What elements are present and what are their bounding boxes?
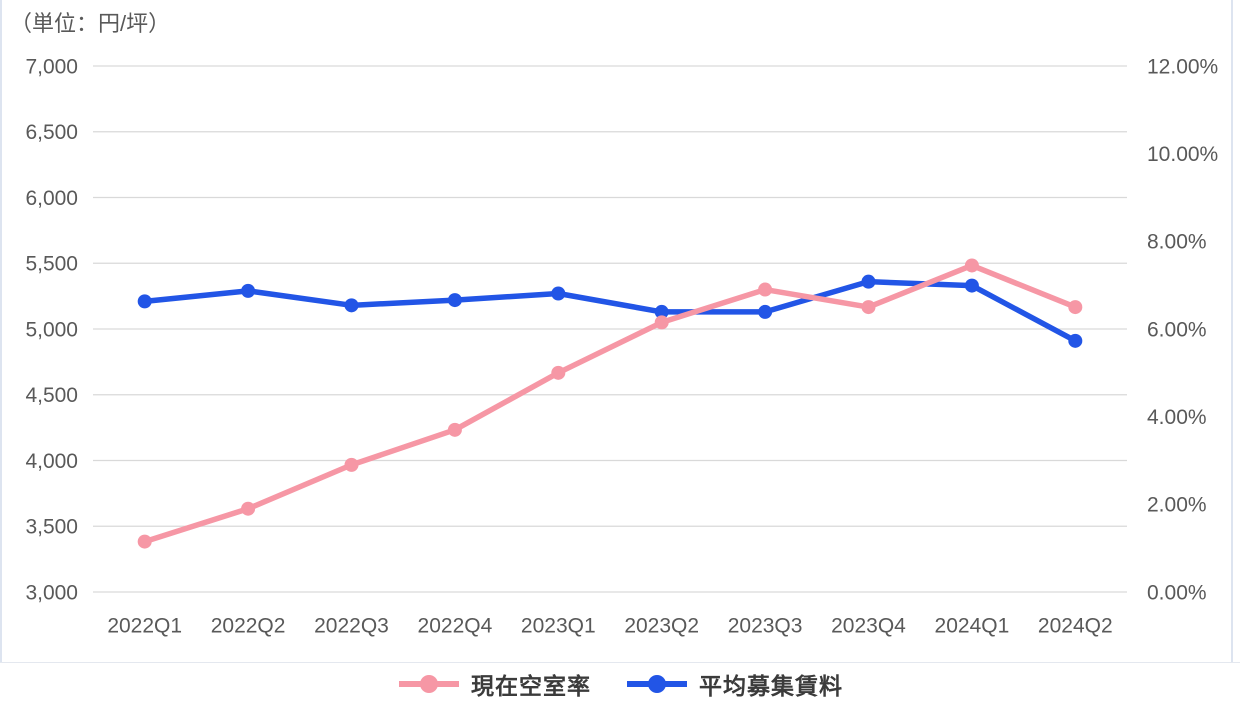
gridlines: 7,000 6,500 6,000 5,500 5,000 4,500 4,000 3,500… [25,55,1218,604]
left-axis-tick-label: 5,500 [25,253,78,276]
x-axis-tick-label: 2023Q4 [831,614,906,637]
legend-item-vacancy-rate: 現在空室率 [397,667,591,701]
x-axis-tick-label: 2023Q2 [624,614,699,637]
page-border-left [0,0,2,663]
left-axis-tick-label: 3,000 [25,581,78,604]
right-axis-tick-label: 0.00% [1147,581,1207,604]
legend-dot [648,675,666,693]
data-point [551,286,566,301]
series-line [141,262,1079,545]
x-axis-tick-label: 2022Q2 [211,614,286,637]
data-point [964,258,979,273]
data-point [1068,333,1083,348]
legend-item-average-asking-rent: 平均募集賃料 [625,667,843,701]
data-point [551,365,566,380]
legend-label-average-asking-rent: 平均募集賃料 [699,673,843,699]
chart-legend: 現在空室率 平均募集賃料 [0,664,1240,704]
x-axis-tick-label: 2023Q3 [728,614,803,637]
right-axis-tick-label: 2.00% [1147,494,1207,517]
data-point [137,294,152,309]
legend-label-vacancy-rate: 現在空室率 [471,673,591,699]
right-axis-tick-label: 6.00% [1147,318,1207,341]
data-point [654,315,669,330]
left-axis-tick-label: 3,500 [25,516,78,539]
data-point [758,282,773,297]
data-point [447,422,462,437]
left-axis-tick-label: 7,000 [25,55,78,78]
data-point [861,300,876,315]
series-vacancy-rate [137,258,1083,549]
right-axis-tick-label: 8.00% [1147,231,1207,254]
x-axis-tick-label: 2022Q1 [107,614,182,637]
series-line [141,278,1079,344]
data-point [654,304,669,319]
data-point [344,457,359,472]
x-axis-labels: 2022Q1 2022Q2 2022Q3 2022Q4 2023Q1 2023Q2 2023… [107,614,1112,637]
left-axis-tick-label: 5,000 [25,318,78,341]
left-axis-tick-label: 6,000 [25,187,78,210]
data-point [1068,300,1083,315]
page-border-right [1231,0,1233,663]
x-axis-tick-label: 2022Q3 [314,614,389,637]
data-point [861,274,876,289]
left-axis-tick-label: 4,500 [25,384,78,407]
data-point [758,304,773,319]
right-axis-tick-label: 4.00% [1147,406,1207,429]
legend-dot [420,675,438,693]
x-axis-tick-label: 2023Q1 [521,614,596,637]
axis-unit-label: （単位：円/坪） [10,11,171,36]
series-average-asking-rent [137,274,1083,348]
x-axis-tick-label: 2022Q4 [418,614,493,637]
data-point [447,293,462,308]
data-point [241,283,256,298]
x-axis-tick-label: 2024Q2 [1038,614,1113,637]
x-axis-tick-label: 2024Q1 [935,614,1010,637]
average-asking-rent-line-marker-icon [625,674,689,694]
chart-canvas: 7,000 6,500 6,000 5,500 5,000 4,500 4,000 3,500… [25,55,1218,637]
data-point [137,534,152,549]
left-axis-tick-label: 6,500 [25,121,78,144]
vacancy-rate-line-marker-icon [397,674,461,694]
data-point [964,278,979,293]
data-point [344,298,359,313]
right-axis-tick-label: 10.00% [1147,143,1218,166]
right-axis-tick-label: 12.00% [1147,55,1218,78]
chart-bottom-divider [0,662,1240,663]
left-axis-tick-label: 4,000 [25,450,78,473]
data-point [241,501,256,516]
